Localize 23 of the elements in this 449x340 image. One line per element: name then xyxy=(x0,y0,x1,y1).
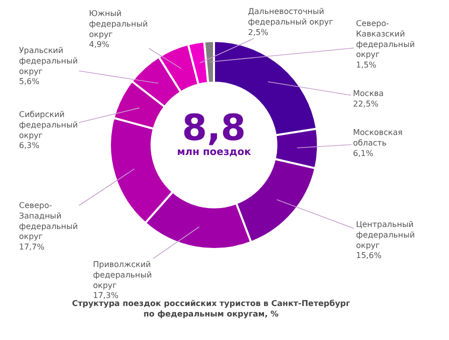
text: млн поездок xyxy=(177,147,252,158)
slice-label: Северо- Западный федеральный округ xyxy=(19,201,78,242)
data-label: 17,3% xyxy=(93,291,119,300)
data-label: 17,7% xyxy=(19,242,45,252)
data-label: 6,3% xyxy=(19,141,40,150)
data-label: 4,9% xyxy=(89,40,110,50)
data-label: 6,1% xyxy=(353,148,374,158)
data-label: 15,6% xyxy=(356,251,382,260)
slice-label: Приволжский федеральный округ xyxy=(93,260,152,290)
slice-label: Москва xyxy=(353,89,384,98)
data-label: 5,6% xyxy=(19,77,40,86)
data-label: 1,5% xyxy=(356,60,377,70)
data-label: 2,5% xyxy=(248,28,269,37)
slice-label: Центральный федеральный округ xyxy=(356,220,415,250)
text: 8,8 xyxy=(182,108,246,149)
text: Структура поездок российских туристов в Санкт-Петербург по федеральным округам, % xyxy=(72,299,350,318)
data-label: 22,5% xyxy=(353,99,379,108)
slice-label: Северо- Кавказский федеральный округ xyxy=(356,19,415,60)
slice-label: Сибирский федеральный округ xyxy=(19,110,78,140)
slice-label: Дальневосточный федеральный округ xyxy=(248,7,334,26)
slice-label: Южный федеральный округ xyxy=(89,9,148,39)
slice-label: Уральский федеральный округ xyxy=(19,46,78,76)
slice-label: Московская область xyxy=(353,128,403,148)
